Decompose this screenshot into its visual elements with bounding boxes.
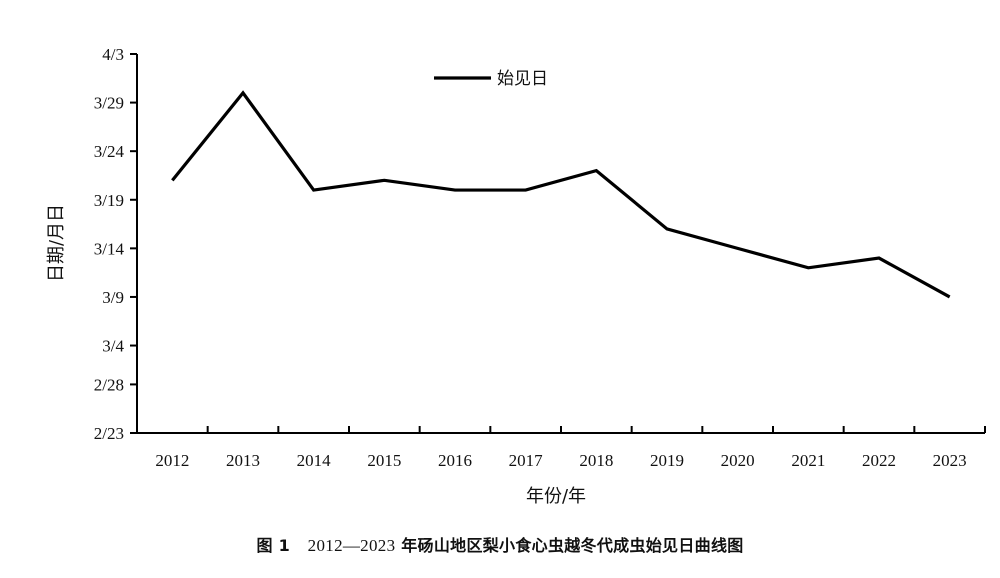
y-axis-title: 日期/月日 xyxy=(46,204,67,282)
legend: 始见日 xyxy=(434,69,548,89)
x-tick-label: 2014 xyxy=(297,451,332,470)
legend-label: 始见日 xyxy=(497,69,548,89)
x-tick-label: 2018 xyxy=(579,451,613,470)
figure-caption-text: 年砀山地区梨小食心虫越冬代成虫始见日曲线图 xyxy=(401,536,744,555)
x-tick-label: 2022 xyxy=(862,451,896,470)
x-tick-label: 2013 xyxy=(226,451,260,470)
series-line-group xyxy=(171,90,951,299)
y-tick-label: 3/29 xyxy=(94,94,124,113)
y-tick-label: 3/9 xyxy=(102,288,124,307)
y-tick-label: 3/4 xyxy=(102,337,124,356)
line-chart: 4/33/293/243/193/143/93/42/282/23 2012 20… xyxy=(46,45,986,507)
x-tick-label: 2020 xyxy=(721,451,755,470)
y-tick-label: 3/14 xyxy=(94,239,125,258)
figure-caption: 图 1 2012—2023 年砀山地区梨小食心虫越冬代成虫始见日曲线图 xyxy=(0,532,1000,556)
x-tick-label: 2016 xyxy=(438,451,472,470)
y-tick-label: 4/3 xyxy=(102,45,124,64)
y-tick-label: 3/19 xyxy=(94,191,124,210)
x-tick-label: 2012 xyxy=(155,451,189,470)
x-tick-label: 2017 xyxy=(509,451,544,470)
x-tick-label: 2023 xyxy=(933,451,967,470)
x-tick-label: 2021 xyxy=(791,451,825,470)
x-tick-label: 2015 xyxy=(367,451,401,470)
x-tick-label: 2019 xyxy=(650,451,684,470)
figure-years: 2012—2023 xyxy=(307,536,396,555)
x-axis-title: 年份/年 xyxy=(526,486,586,507)
figure-label: 图 1 xyxy=(256,536,291,555)
y-tick-label: 2/23 xyxy=(94,424,124,443)
y-tick-label: 2/28 xyxy=(94,375,124,394)
series-line xyxy=(171,90,951,299)
x-axis: 2012 2013 2014 2015 2016 2017 2018 2019 2020 2021… xyxy=(136,426,986,470)
y-tick-label: 3/24 xyxy=(94,142,125,161)
y-axis: 4/3 3/29 3/24 3/19 3/14 3/9 3/4 2/28 2/23 xyxy=(94,45,138,443)
